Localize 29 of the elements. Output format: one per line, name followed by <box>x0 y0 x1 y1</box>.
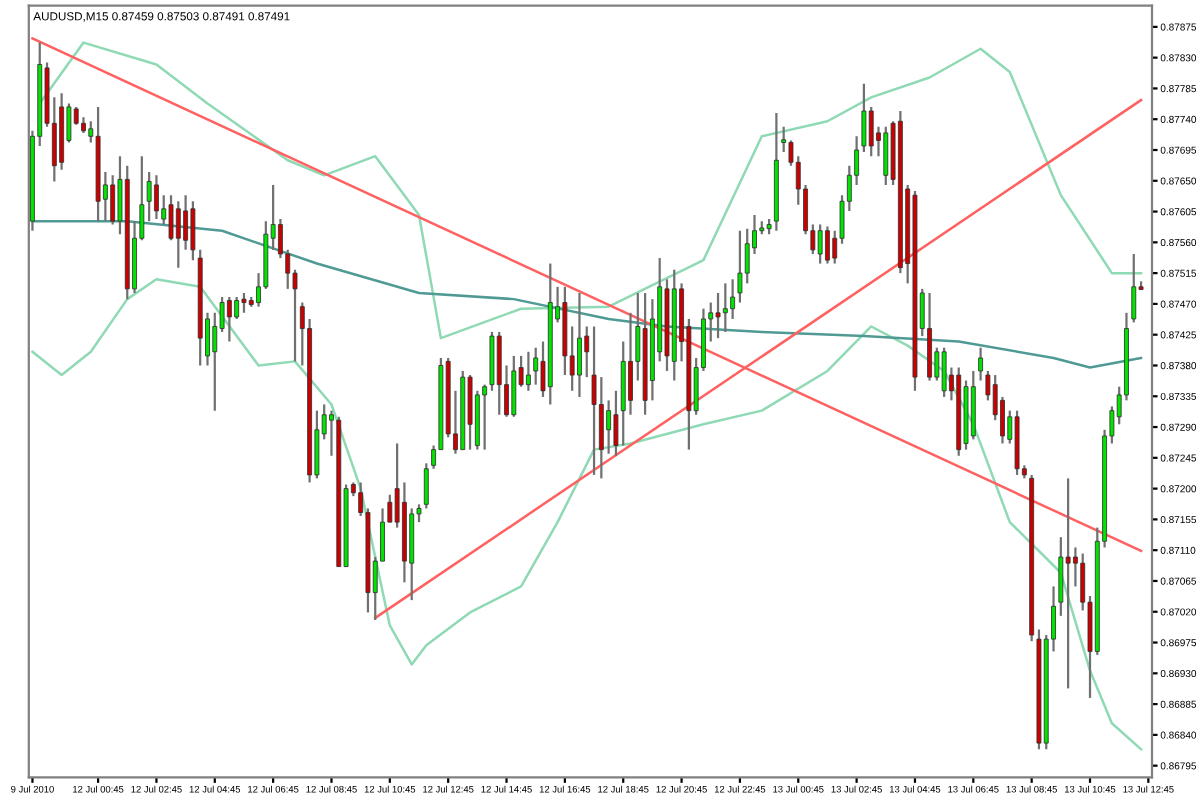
candlestick <box>467 373 473 451</box>
candlestick <box>577 291 582 399</box>
line-series <box>38 41 1143 340</box>
candlestick <box>175 200 181 269</box>
candlestick <box>868 105 874 158</box>
line-series <box>31 219 1143 369</box>
candlestick <box>715 291 721 340</box>
candlestick <box>234 295 240 321</box>
candlestick <box>525 350 531 392</box>
candlestick <box>825 225 830 265</box>
candlestick <box>511 354 517 418</box>
candlestick <box>628 311 633 416</box>
candlestick <box>591 325 597 477</box>
line-series <box>31 278 1143 751</box>
candlestick <box>883 125 889 186</box>
candlestick <box>606 399 612 455</box>
candlestick <box>533 346 539 386</box>
candlestick <box>110 174 116 226</box>
candlestick <box>482 383 488 451</box>
candlestick <box>730 278 736 321</box>
candlestick <box>722 282 728 334</box>
candlestick <box>154 174 159 221</box>
candlestick <box>241 291 247 314</box>
candlestick <box>226 295 232 343</box>
candlestick <box>1065 477 1071 690</box>
candlestick <box>817 223 823 265</box>
candlestick <box>941 346 947 399</box>
candlestick <box>598 376 604 480</box>
candlestick <box>183 194 189 251</box>
